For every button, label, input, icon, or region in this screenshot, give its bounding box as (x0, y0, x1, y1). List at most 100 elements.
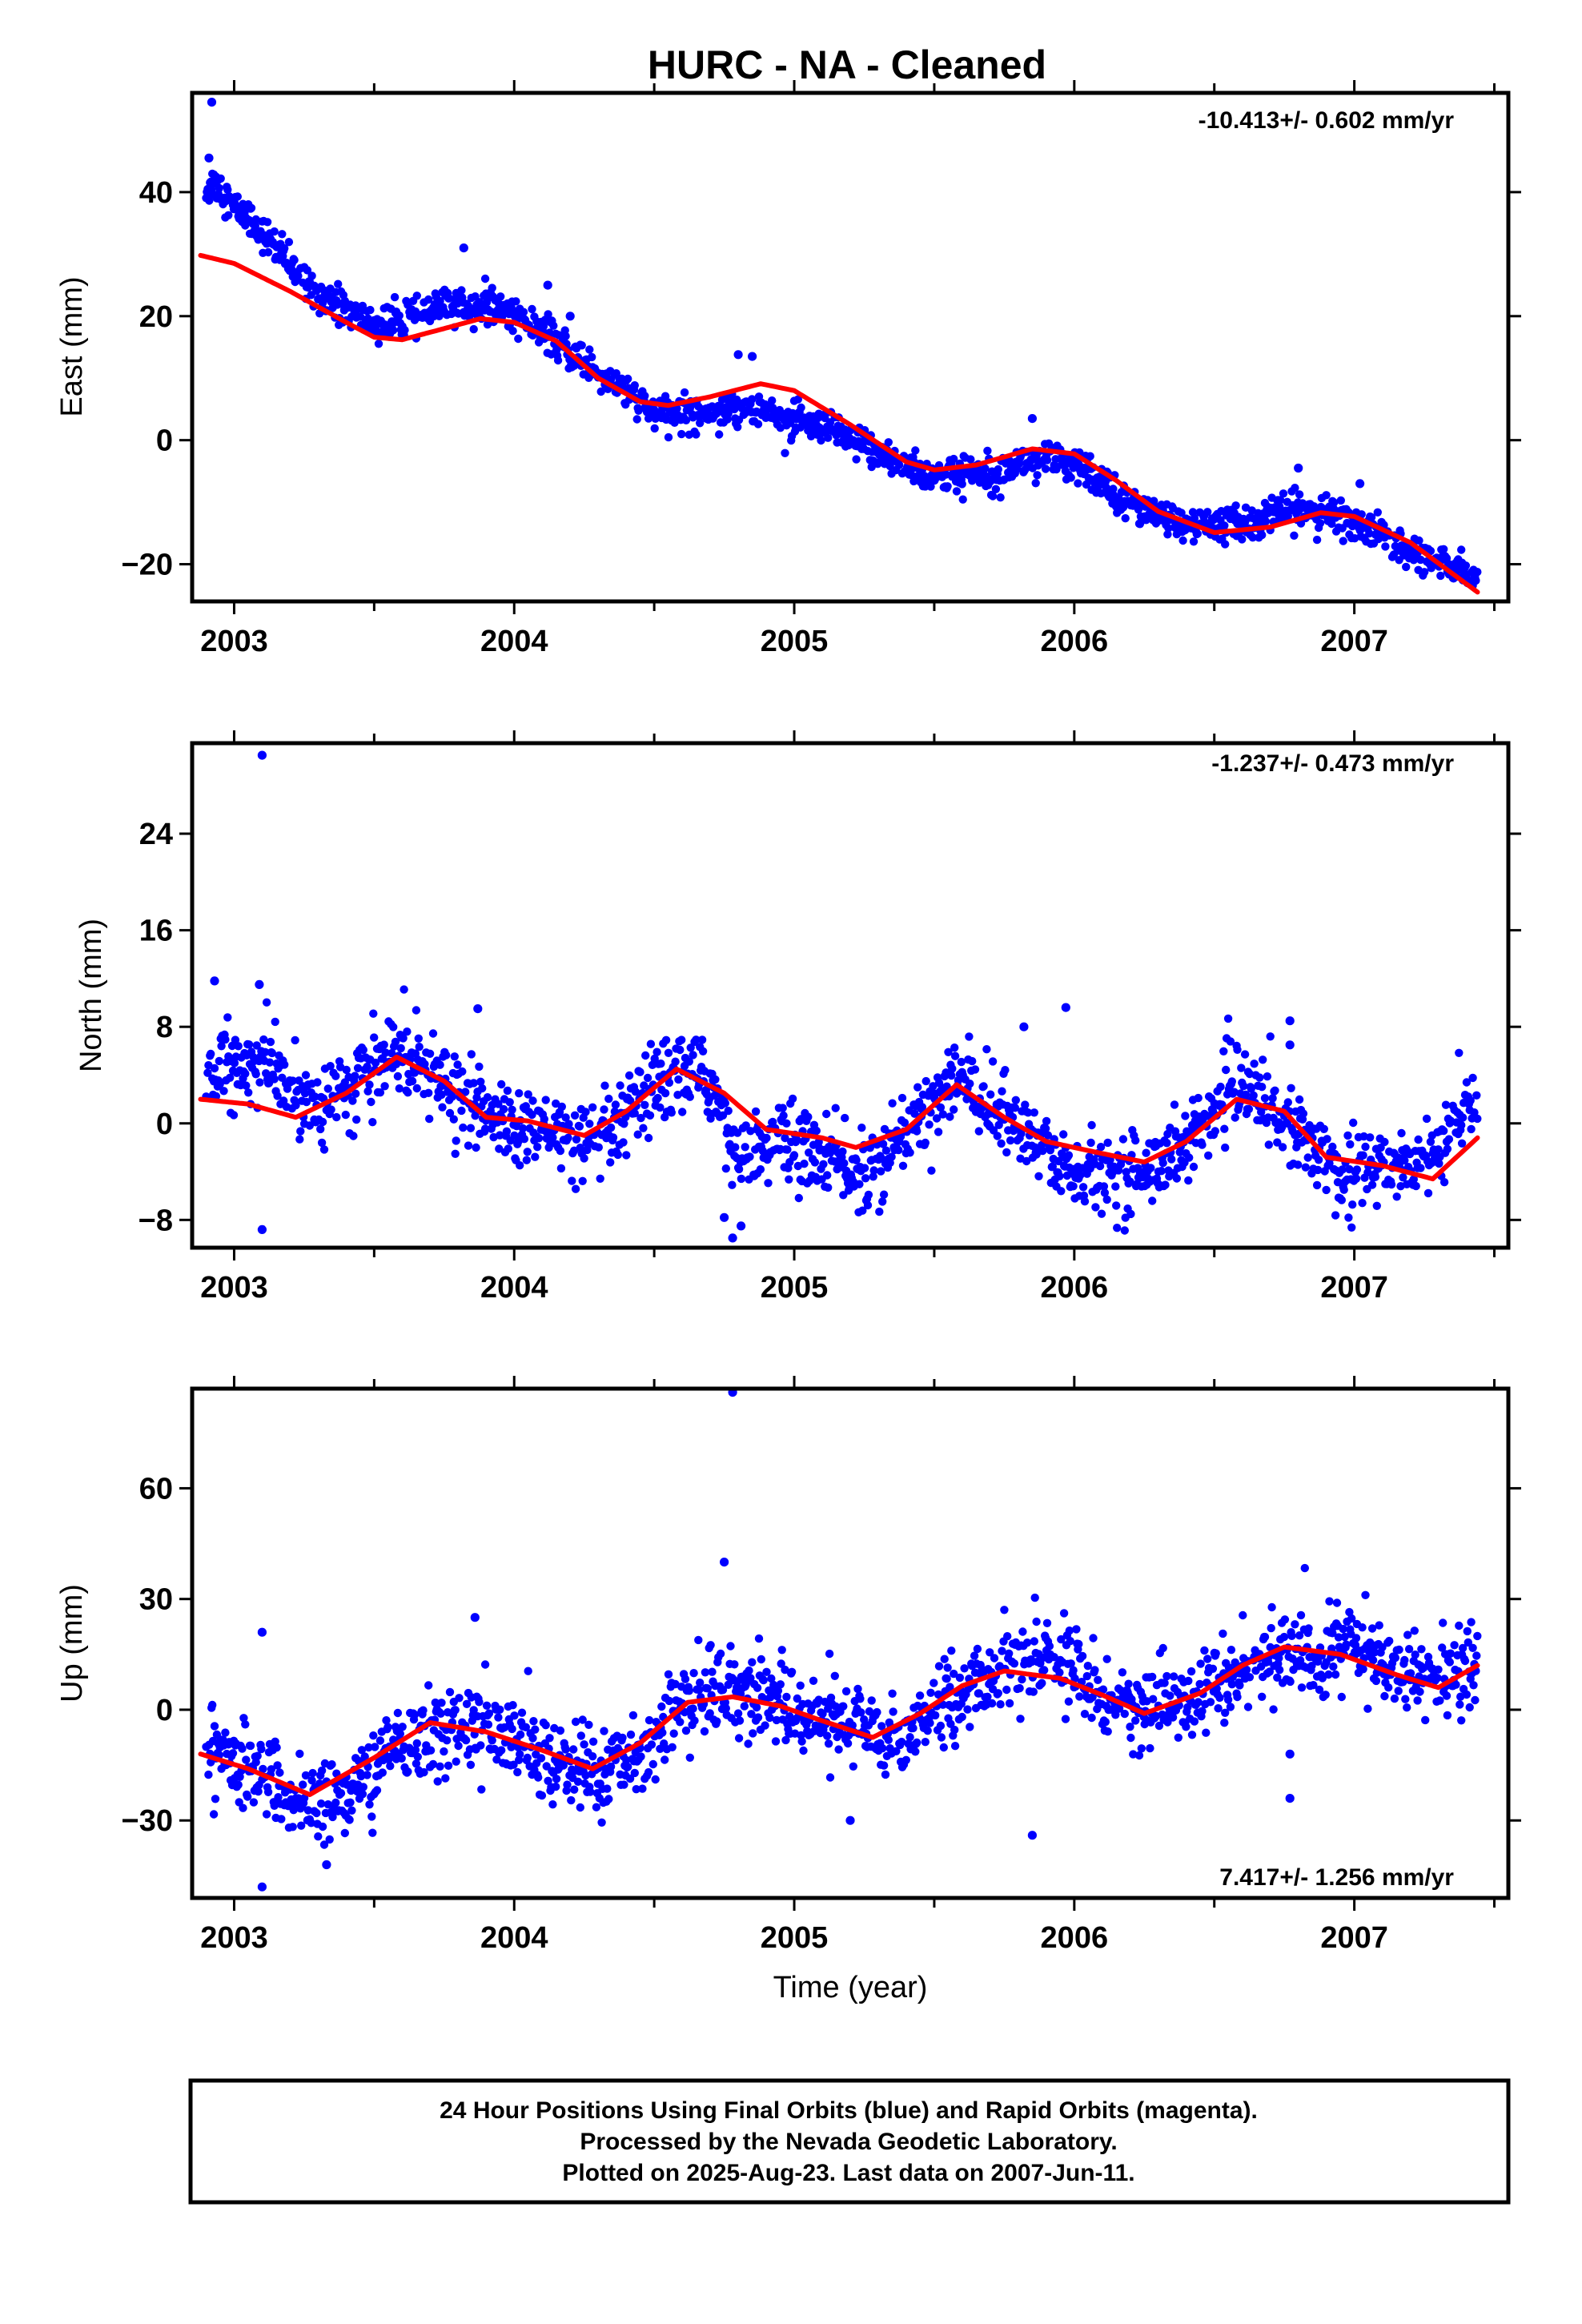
data-point (1462, 1078, 1472, 1087)
data-point (752, 1703, 761, 1712)
data-point (1473, 568, 1482, 577)
outlier-point (1285, 1794, 1295, 1803)
data-point (1339, 537, 1347, 545)
data-point (1287, 1084, 1295, 1093)
data-point (1450, 1641, 1459, 1650)
data-point (211, 1795, 220, 1803)
data-point (1023, 1108, 1033, 1117)
data-point (796, 1681, 805, 1690)
data-point (685, 1057, 693, 1066)
data-point (552, 1782, 560, 1791)
data-point (926, 1688, 935, 1697)
data-point (747, 1710, 756, 1719)
data-point (341, 1110, 350, 1120)
data-point (888, 1099, 897, 1108)
data-point (539, 322, 548, 331)
data-point (1231, 501, 1240, 510)
y-tick-label: 20 (139, 300, 173, 334)
x-tick-label: 2003 (200, 625, 268, 658)
data-point (451, 1149, 460, 1159)
outlier-point (1355, 479, 1365, 489)
data-point (278, 1073, 287, 1083)
data-point (317, 1138, 327, 1148)
data-point (279, 1096, 288, 1105)
data-point (1258, 1692, 1267, 1701)
data-point (317, 1766, 327, 1775)
data-point (369, 1731, 378, 1740)
outlier-point (1285, 1016, 1295, 1026)
data-point (428, 1029, 438, 1038)
data-point (726, 1642, 735, 1651)
data-point (648, 1759, 657, 1769)
data-point (437, 1699, 446, 1707)
data-point (1417, 1645, 1426, 1654)
data-point (1331, 1211, 1340, 1220)
data-point (1016, 1715, 1025, 1723)
data-point (1203, 508, 1212, 517)
data-point (1097, 1209, 1106, 1218)
data-point (469, 1079, 478, 1088)
data-point (542, 1762, 551, 1771)
data-point (661, 1088, 670, 1098)
data-point (1220, 1719, 1229, 1727)
data-point (884, 438, 893, 447)
data-point (389, 1023, 398, 1031)
data-point (340, 1828, 349, 1838)
data-point (911, 1747, 920, 1756)
data-point (958, 1712, 966, 1722)
data-point (1287, 1631, 1296, 1640)
data-point (1325, 1159, 1334, 1168)
data-point (881, 1770, 890, 1779)
data-point (1158, 1643, 1167, 1653)
data-point (291, 1035, 299, 1045)
data-point (647, 1740, 656, 1749)
data-point (1324, 1670, 1333, 1679)
data-point (1163, 530, 1172, 539)
data-point (476, 1077, 485, 1087)
data-point (537, 1791, 547, 1800)
data-point (1099, 1182, 1109, 1191)
data-point (1267, 1623, 1275, 1633)
data-point (557, 1102, 566, 1112)
outlier-point (322, 1860, 331, 1870)
data-point (894, 1145, 903, 1155)
outlier-point (733, 350, 743, 360)
data-point (1414, 1135, 1423, 1144)
data-point (911, 446, 920, 455)
data-point (1059, 1130, 1068, 1139)
data-point (253, 1751, 262, 1760)
data-point (855, 1180, 864, 1188)
data-point (1034, 1172, 1043, 1181)
data-point (469, 324, 478, 334)
data-point (1399, 1173, 1407, 1182)
data-point (888, 1689, 897, 1698)
data-point (689, 1704, 697, 1713)
data-point (1259, 1055, 1267, 1064)
y-tick-label: 40 (139, 176, 173, 210)
data-point (1295, 1631, 1304, 1640)
data-point (965, 1032, 974, 1041)
data-point (1466, 1096, 1475, 1105)
data-point (398, 1723, 407, 1731)
data-point (1264, 1140, 1274, 1149)
data-point (365, 1080, 374, 1089)
data-point (564, 1133, 572, 1143)
data-point (1095, 1161, 1105, 1171)
outlier-point (1027, 414, 1037, 424)
data-point (685, 1753, 694, 1762)
data-point (1290, 531, 1299, 540)
data-point (1265, 1667, 1275, 1676)
data-point (567, 1795, 576, 1805)
data-point (600, 1105, 608, 1114)
data-point (1111, 1182, 1120, 1191)
data-point (824, 433, 833, 442)
data-point (1002, 1685, 1011, 1695)
data-point (1445, 1658, 1455, 1667)
data-point (860, 1164, 869, 1172)
data-point (1312, 1180, 1322, 1190)
data-point (1233, 1692, 1242, 1702)
data-point (1258, 1083, 1267, 1092)
data-point (1439, 545, 1448, 553)
data-point (856, 1695, 865, 1703)
data-point (397, 1754, 406, 1763)
